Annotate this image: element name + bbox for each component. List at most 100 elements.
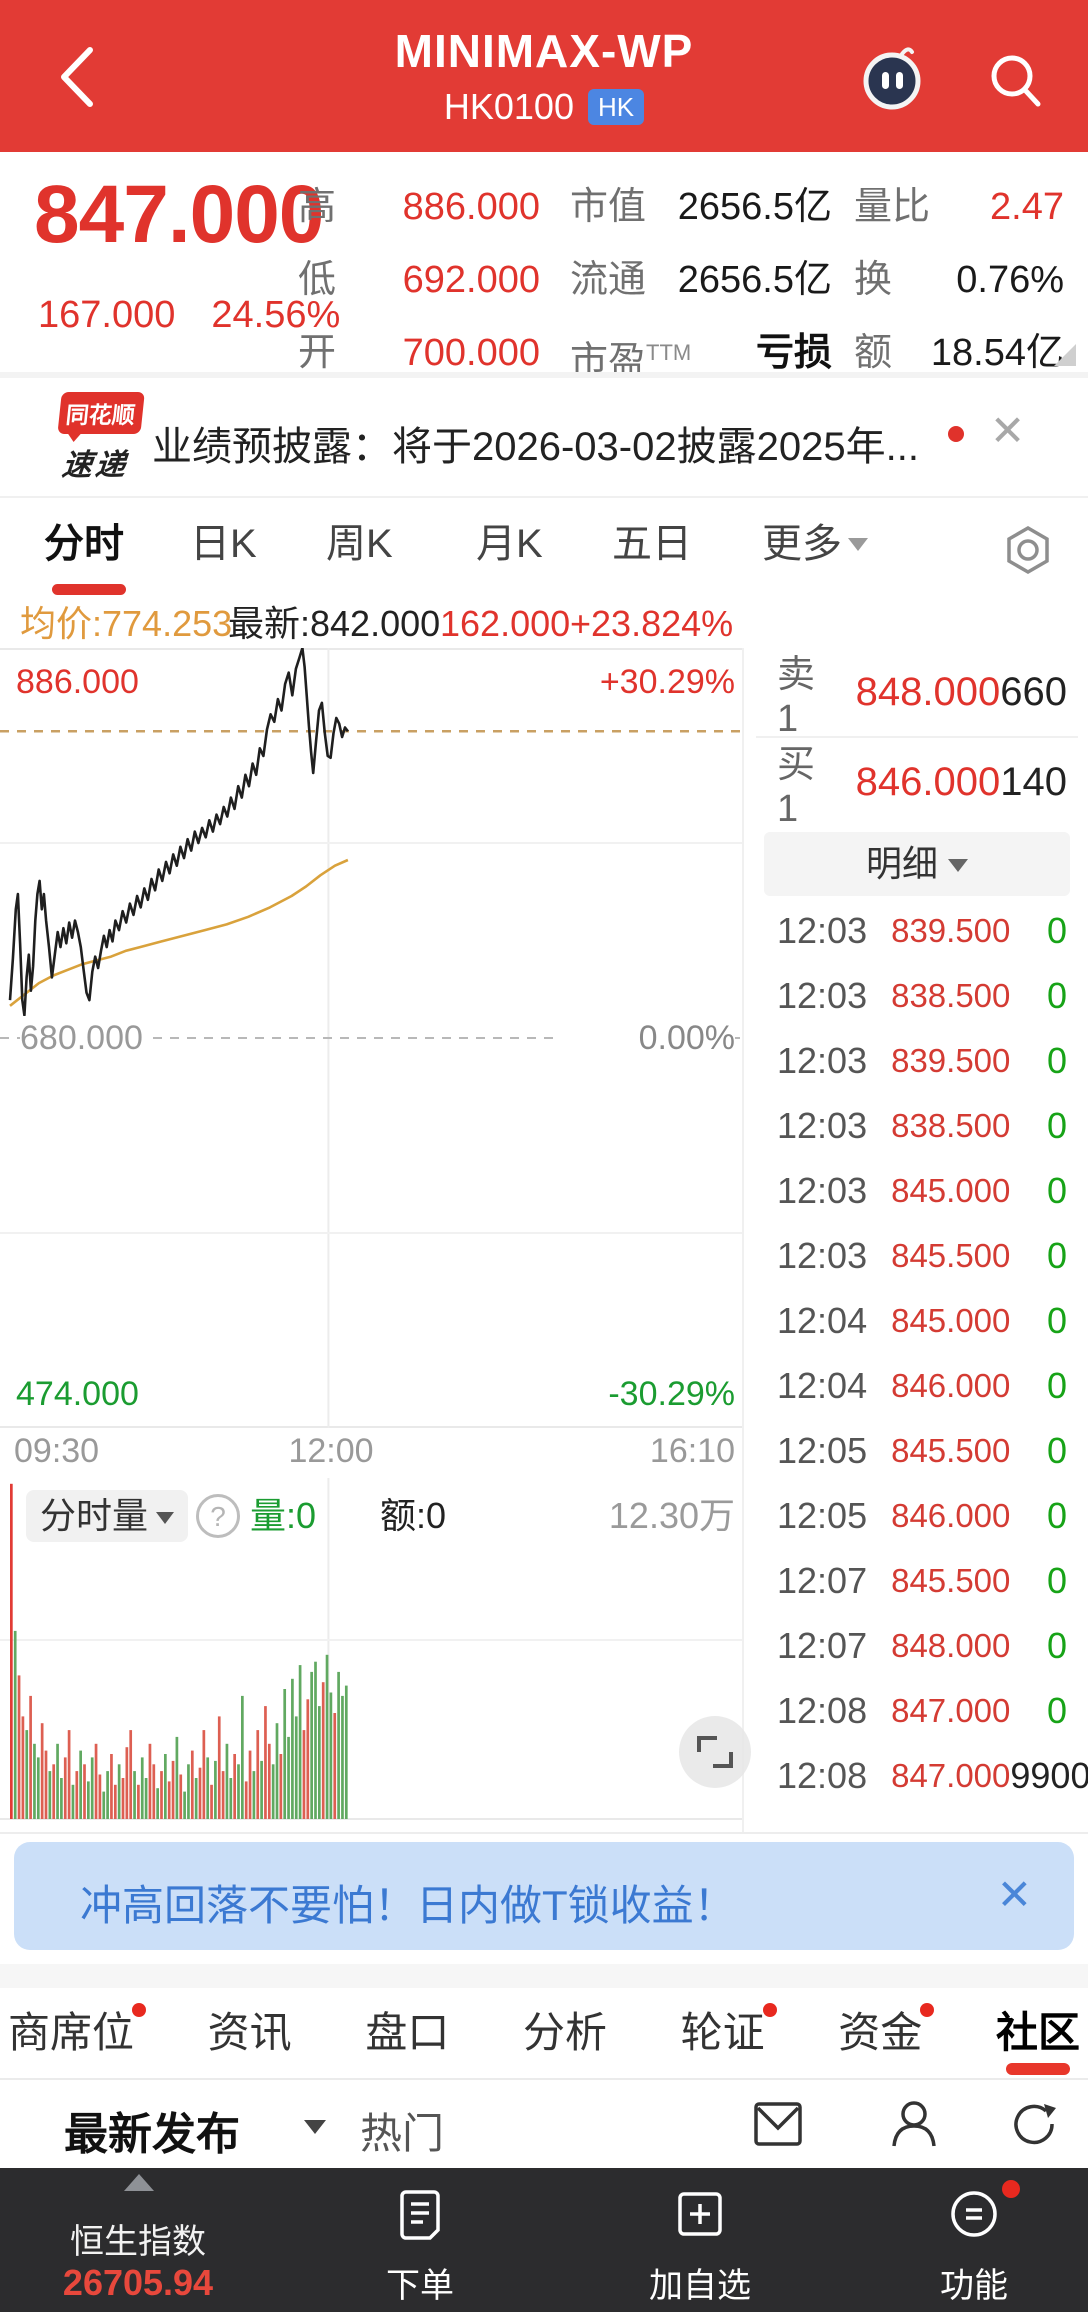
hot-tab[interactable]: 热门 [360,2110,445,2157]
yaxis-min-pct: -30.29% [608,1375,735,1413]
tick-row[interactable]: 12:07 848.000 0 [744,1613,1088,1678]
add-watchlist-label[interactable]: 加自选 [649,2267,751,2305]
tick-time: 12:05 [777,1429,868,1471]
bottom-tab[interactable]: 分析 [517,1987,613,2079]
xaxis-open-label: 09:30 [14,1432,100,1470]
assistant-robot-icon[interactable] [858,44,926,112]
tick-price: 846.000 [891,1496,1011,1534]
fullscreen-expand-icon[interactable] [679,1716,751,1788]
detail-dropdown[interactable]: 明细 [764,832,1070,896]
tick-time: 12:03 [777,1039,868,1081]
chevron-down-icon [156,1512,175,1524]
stat-label-turnover: 换 [854,259,893,301]
message-icon[interactable] [748,2094,808,2154]
tick-row[interactable]: 12:03 839.500 0 [744,898,1088,963]
expand-corner-fold[interactable] [1054,344,1076,366]
tick-row[interactable]: 12:03 839.500 0 [744,1028,1088,1093]
price-change-pct: 24.56% [211,294,341,336]
news-headline[interactable]: 业绩预披露：将于2026-03-02披露2025年... [152,425,919,469]
tick-row[interactable]: 12:03 845.500 0 [744,1223,1088,1288]
stat-value-amount: 18.54亿 [930,332,1064,374]
tab-intraday[interactable]: 分时 [44,522,124,566]
help-icon[interactable]: ? [196,1494,240,1538]
chevron-down-icon [848,538,868,551]
buy-1-row[interactable]: 买1 846.000 140 [744,738,1088,830]
collapse-up-icon[interactable] [124,2174,154,2191]
bottom-tab[interactable]: 社区 [990,1987,1086,2079]
section-divider [0,372,1088,378]
bottom-tab[interactable]: 盘口 [359,1987,455,2079]
place-order-label[interactable]: 下单 [386,2267,454,2305]
bottom-tab[interactable]: 资讯 [202,1987,298,2079]
add-watchlist-icon[interactable] [672,2186,728,2242]
bottom-tab[interactable]: 资金 [832,1987,935,2079]
stat-label-volratio: 量比 [854,186,931,228]
volume-value: 量:0 [250,1495,317,1536]
tick-price: 848.000 [891,1626,1011,1664]
stat-label-open: 开 [298,332,337,374]
tab-five-day[interactable]: 五日 [612,522,692,566]
sell-1-row[interactable]: 卖1 848.000 660 [744,648,1088,740]
tab-weekly-k[interactable]: 周K [326,522,393,566]
tick-volume: 0 [1046,1364,1067,1406]
notice-close-icon[interactable]: ✕ [996,1871,1032,1918]
stat-value-marketcap: 2656.5亿 [677,186,832,228]
buy-1-price: 846.000 [855,759,1001,804]
index-value[interactable]: 26705.94 [62,2262,214,2303]
tick-row[interactable]: 12:05 845.500 0 [744,1418,1088,1483]
tick-volume: 0 [1046,1429,1067,1471]
stat-value-turnover: 0.76% [956,259,1064,301]
latest-posts-dropdown[interactable]: 最新发布 [64,2110,240,2159]
tick-price: 845.000 [891,1301,1011,1339]
tick-row[interactable]: 12:03 845.000 0 [744,1158,1088,1223]
tick-volume: 0 [1046,1039,1067,1081]
stat-value-pe: 亏损 [755,332,832,374]
tab-more[interactable]: 更多 [762,518,868,570]
tick-time: 12:07 [777,1624,868,1666]
tick-volume: 0 [1046,1494,1067,1536]
tick-row[interactable]: 12:08 847.000 9900 [744,1743,1088,1808]
tick-row[interactable]: 12:07 845.500 0 [744,1548,1088,1613]
bottom-tab-label: 分析 [522,2009,607,2056]
yaxis-mid-label: 680.000 [20,1016,149,1060]
current-price: 847.000 [34,169,324,260]
volume-indicator-dropdown[interactable]: 分时量 [26,1490,189,1542]
functions-icon[interactable] [946,2186,1002,2242]
tick-row[interactable]: 12:03 838.500 0 [744,1093,1088,1158]
notification-dot [132,2003,147,2017]
volume-bar-chart[interactable] [0,1478,742,1820]
tab-daily-k[interactable]: 日K [190,522,257,566]
tick-row[interactable]: 12:05 846.000 0 [744,1483,1088,1548]
bottom-tab-label: 资讯 [207,2009,292,2056]
tick-volume: 0 [1046,1559,1067,1601]
back-icon[interactable] [56,46,96,108]
chart-settings-icon[interactable] [1002,524,1054,576]
news-close-icon[interactable]: ✕ [990,407,1026,454]
tick-list[interactable]: 12:03 839.500 0 12:03 838.500 0 12:03 839.500 0 1… [744,898,1088,1808]
promo-notice-banner[interactable]: 冲高回落不要怕！日内做T锁收益！ ✕ [14,1842,1074,1950]
ths-logo-sub: 速递 [60,449,130,482]
bottom-tab[interactable]: 轮证 [675,1987,777,2079]
tick-row[interactable]: 12:04 845.000 0 [744,1288,1088,1353]
news-flash-bar[interactable]: 同花顺 速递 业绩预披露：将于2026-03-02披露2025年... ✕ [0,378,1088,498]
refresh-icon[interactable] [1004,2094,1064,2154]
tick-volume: 0 [1046,1689,1067,1731]
tick-row[interactable]: 12:03 838.500 0 [744,963,1088,1028]
content-tab-bar: 商席位 资讯 盘口 分析 轮证 资金 社区 [0,1988,1088,2080]
tick-row[interactable]: 12:08 847.000 0 [744,1678,1088,1743]
stat-label-high: 高 [298,186,337,228]
index-name[interactable]: 恒生指数 [70,2223,206,2261]
place-order-icon[interactable] [392,2186,448,2242]
intraday-price-chart[interactable] [0,648,742,1428]
tab-monthly-k[interactable]: 月K [476,522,543,566]
yaxis-max-pct: +30.29% [599,663,735,701]
user-icon[interactable] [884,2094,944,2154]
yaxis-mid-pct: 0.00% [560,1016,735,1060]
functions-label[interactable]: 功能 [940,2267,1008,2305]
notice-text[interactable]: 冲高回落不要怕！日内做T锁收益！ [80,1882,736,1929]
bottom-tab[interactable]: 商席位 [2,1987,147,2079]
volume-scale-label: 12.30万 [608,1495,735,1536]
search-icon[interactable] [986,50,1046,110]
tick-row[interactable]: 12:04 846.000 0 [744,1353,1088,1418]
bottom-tab-label: 盘口 [365,2009,450,2056]
